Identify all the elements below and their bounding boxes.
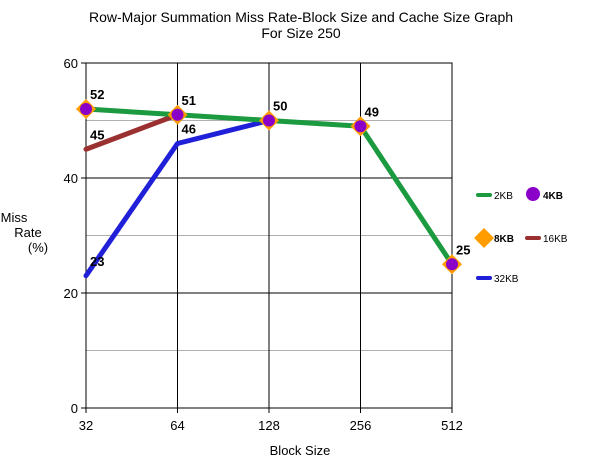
y-axis-label-line: Rate (14, 225, 41, 240)
marker-4kb (171, 108, 184, 121)
tick-labels: 0 20 40 60 32 64 128 256 512 (64, 56, 463, 433)
legend-item-4kb: 4KB (526, 187, 563, 202)
y-axis-label-line: (%) (28, 240, 48, 255)
legend-label: 16KB (543, 234, 568, 245)
y-tick-label: 0 (71, 401, 78, 416)
data-label: 50 (273, 99, 287, 114)
chart-subtitle: For Size 250 (261, 25, 341, 41)
marker-4kb (80, 103, 92, 115)
x-tick-label: 256 (350, 418, 372, 433)
x-axis-label: Block Size (270, 443, 331, 458)
data-label: 25 (456, 242, 470, 257)
y-tick-label: 40 (64, 171, 78, 186)
legend-swatch (526, 187, 540, 201)
legend-item-8kb: 8KB (474, 228, 514, 248)
data-labels: 52 51 50 49 25 45 23 46 (90, 87, 470, 269)
data-label: 49 (365, 104, 379, 119)
legend-swatch (474, 228, 494, 248)
legend-item-2kb: 2KB (476, 191, 513, 202)
x-tick-label: 512 (441, 418, 463, 433)
legend: 2KB 4KB 8KB 16KB 32KB (474, 187, 568, 285)
legend-item-16kb: 16KB (525, 234, 568, 245)
x-tick-label: 64 (170, 418, 184, 433)
marker-4kb (354, 120, 367, 133)
y-axis-label-line: Miss (1, 210, 28, 225)
markers (76, 99, 462, 275)
y-tick-label: 60 (64, 56, 78, 71)
series-line-16kb (83, 112, 180, 152)
data-label: 23 (90, 254, 104, 269)
marker-4kb (263, 114, 275, 127)
chart-title: Row-Major Summation Miss Rate-Block Size… (89, 9, 513, 25)
x-tick-label: 128 (258, 418, 280, 433)
y-tick-label: 20 (64, 286, 78, 301)
legend-label: 2KB (494, 191, 513, 202)
data-label: 46 (182, 122, 196, 137)
series-line-32kb (83, 118, 272, 279)
data-label: 51 (182, 93, 196, 108)
x-tick-label: 32 (79, 418, 93, 433)
legend-label: 32KB (494, 274, 519, 285)
legend-item-32kb: 32KB (476, 274, 519, 285)
marker-4kb (446, 258, 458, 271)
legend-label: 8KB (494, 234, 514, 245)
data-label: 45 (90, 127, 104, 142)
data-label: 52 (90, 87, 104, 102)
axes (81, 62, 453, 413)
legend-label: 4KB (543, 191, 563, 202)
